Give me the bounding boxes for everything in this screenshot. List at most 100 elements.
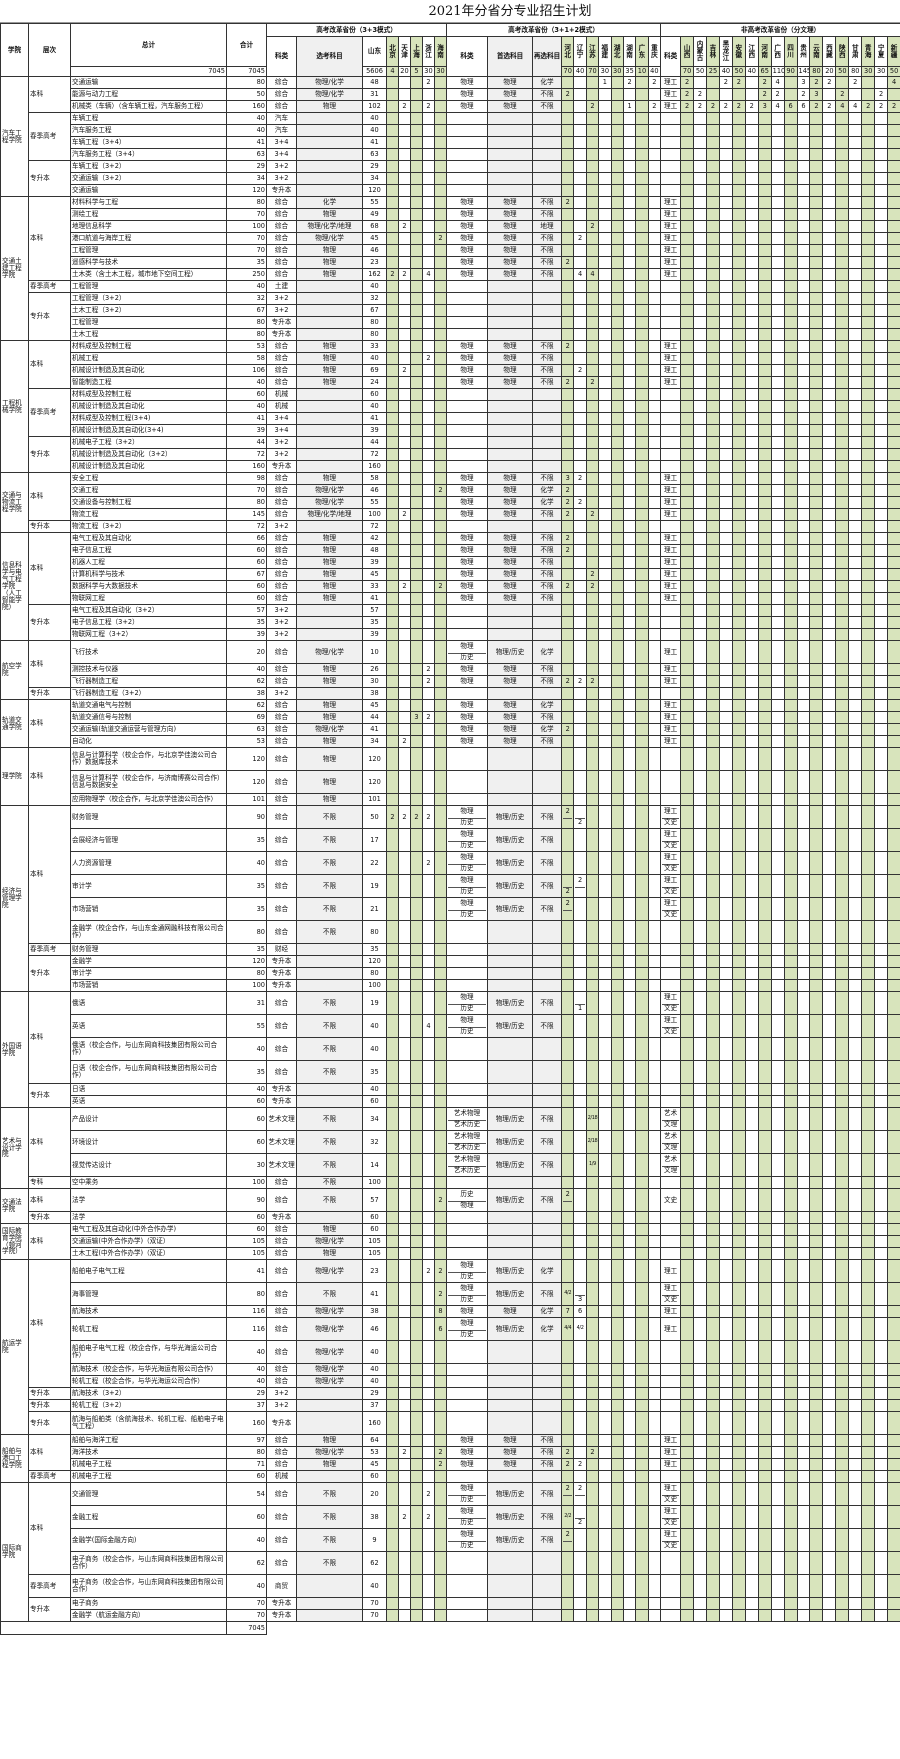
- province-quota: 50: [835, 66, 850, 77]
- province-count: 2: [433, 580, 448, 593]
- table-body: 汽车工程学院 本科 交通运输 80 综合 物理/化学 48 2 物理 物理 化学 1 2 2 理工 2 2 2 2 4…: [0, 76, 900, 1622]
- province-count: [647, 376, 662, 389]
- province-count: [757, 388, 772, 401]
- province-count: [744, 1259, 759, 1283]
- province-count: [874, 208, 889, 221]
- province-count: [718, 663, 733, 676]
- province-count: [796, 280, 811, 293]
- province-count: [635, 304, 649, 317]
- major-kind: 综合: [266, 340, 297, 353]
- elective-subjects: [296, 1574, 363, 1598]
- province-count: [598, 1014, 612, 1038]
- province-count: [573, 580, 587, 593]
- province-count: [744, 828, 759, 852]
- province-count: [731, 208, 746, 221]
- province-count: [796, 292, 811, 305]
- elective-subjects: [296, 616, 363, 629]
- province-count: [635, 1375, 649, 1388]
- major-kind: 综合: [266, 76, 297, 89]
- province-count: [561, 100, 575, 113]
- major-kind: 3+2: [266, 172, 297, 185]
- province-count: [410, 1446, 423, 1459]
- province-count: [410, 1574, 423, 1598]
- province-count: [680, 184, 695, 197]
- province-count: [757, 687, 772, 700]
- province-count: [622, 352, 637, 365]
- shandong-count: 55: [362, 196, 387, 209]
- table-row: 金融工程 60 综合 不限 38 2 2 物理 历史 物理/历史 不限 2/2 2 理工 文史: [1, 1505, 900, 1529]
- province-count: [809, 1305, 824, 1318]
- province-count: [887, 1363, 900, 1376]
- province-count: [757, 148, 772, 161]
- province-count: [744, 196, 759, 209]
- province-count: [693, 136, 707, 149]
- province-count: [796, 1259, 811, 1283]
- province-count: [680, 1223, 695, 1236]
- province-count: [386, 967, 399, 980]
- major-total: 40: [226, 1574, 267, 1598]
- major-kind: 综合: [266, 991, 297, 1015]
- first-subject: [487, 616, 534, 629]
- province-count: [422, 1375, 435, 1388]
- province-count: 2: [422, 1505, 435, 1529]
- kind-non-reform: [660, 1363, 682, 1376]
- province-count: [822, 735, 837, 748]
- province-count: [398, 520, 411, 533]
- province-count: [770, 616, 785, 629]
- province-count: [822, 268, 837, 281]
- major-name: 产品设计: [70, 1107, 227, 1131]
- grand-total: 7045: [70, 66, 227, 77]
- province-count: [598, 244, 612, 257]
- shandong-count: 40: [362, 1340, 387, 1364]
- elective-subjects: [296, 112, 363, 125]
- province-count: [398, 1305, 411, 1318]
- major-total: 60: [226, 592, 267, 605]
- table-row: 土木工程(中外合作办学)（双证） 105 综合 物理 105: [1, 1247, 900, 1260]
- province-count: [680, 699, 695, 712]
- province-count: [744, 484, 759, 497]
- province-count: [635, 1399, 649, 1412]
- shandong-count: 22: [362, 851, 387, 875]
- province-count: [874, 1411, 889, 1435]
- province-count: [680, 747, 695, 771]
- elective-subjects: 不限: [296, 897, 363, 921]
- province-count: [410, 943, 423, 956]
- first-subject: 物理: [487, 472, 534, 485]
- province-count: [744, 508, 759, 521]
- province-count: [622, 112, 637, 125]
- first-subject: [487, 136, 534, 149]
- province-count: [410, 747, 423, 771]
- province-count: [622, 196, 637, 209]
- province-count: [705, 460, 720, 473]
- province-count: [386, 747, 399, 771]
- major-name: 计算机科学与技术: [70, 568, 227, 581]
- province-count: [757, 232, 772, 245]
- province-count: [848, 723, 863, 736]
- province-count: [647, 1060, 662, 1084]
- province-count: [680, 628, 695, 641]
- province-count: [809, 1505, 824, 1529]
- province-quota: 25: [705, 66, 720, 77]
- province-count: [770, 304, 785, 317]
- province-count: [822, 793, 837, 806]
- province-count: [848, 580, 863, 593]
- province-count: [770, 424, 785, 437]
- province-count: [835, 1505, 850, 1529]
- province-count: [647, 556, 662, 569]
- province-count: [887, 148, 900, 161]
- province-count: [783, 1247, 798, 1260]
- shandong-count: 102: [362, 100, 387, 113]
- province-count: [731, 184, 746, 197]
- second-subject: [532, 1340, 563, 1364]
- province-count: [598, 1340, 612, 1364]
- province-count: [598, 1411, 612, 1435]
- province-count: [585, 424, 600, 437]
- province-count: [398, 1259, 411, 1283]
- elective-subjects: 物理: [296, 472, 363, 485]
- province-count: [783, 1176, 798, 1189]
- province-count: [848, 1095, 863, 1108]
- first-subject: [487, 436, 534, 449]
- major-name: 土木工程(中外合作办学)（双证）: [70, 1247, 227, 1260]
- major-kind: 土建: [266, 280, 297, 293]
- province-count: [422, 424, 435, 437]
